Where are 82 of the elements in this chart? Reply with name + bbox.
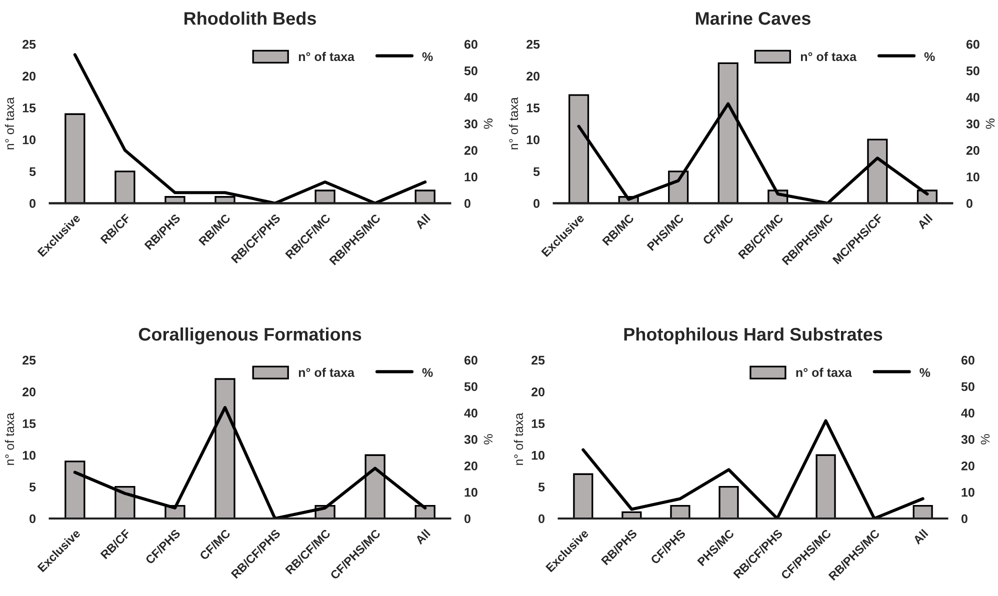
- y2-tick-label: 60: [464, 356, 478, 365]
- legend-label: n° of taxa: [796, 368, 852, 377]
- legend-label: %: [920, 368, 930, 377]
- bar: [718, 486, 739, 519]
- y-tick-label: 0: [30, 199, 36, 208]
- y2-tick-label: 10: [966, 172, 980, 182]
- y-tick-label: 0: [538, 514, 544, 524]
- legend-label: n° of taxa: [298, 368, 355, 377]
- y-tick-label: 25: [532, 356, 545, 365]
- y2-tick-label: 10: [464, 488, 478, 497]
- y-tick-label: 15: [22, 419, 36, 428]
- y2-tick-label: 60: [464, 40, 478, 49]
- y2-tick-label: 10: [464, 172, 478, 182]
- y2-tick-label: 40: [464, 408, 478, 418]
- y2-tick-label: 20: [464, 146, 478, 155]
- chart-title: Rhodolith Beds: [184, 12, 316, 25]
- y2-axis-title: %: [980, 434, 990, 444]
- y-tick-label: 20: [526, 72, 540, 81]
- y2-tick-label: 30: [464, 435, 478, 444]
- y-tick-label: 25: [526, 40, 540, 49]
- y2-tick-label: 50: [464, 382, 478, 392]
- bar: [64, 113, 86, 204]
- y-tick-label: 25: [22, 40, 36, 49]
- y-tick-label: 10: [526, 135, 540, 144]
- legend-label: n° of taxa: [298, 52, 355, 62]
- x-tick-label: All: [916, 214, 933, 230]
- x-tick-label: All: [414, 528, 431, 545]
- y2-tick-label: 40: [464, 92, 478, 102]
- y-axis-title: n° of taxa: [514, 412, 524, 465]
- y-tick-label: 25: [22, 356, 36, 365]
- y2-tick-label: 50: [464, 66, 478, 76]
- y2-tick-label: 40: [961, 408, 974, 418]
- x-tick-label: All: [912, 528, 928, 545]
- legend-label: %: [422, 368, 433, 377]
- y2-tick-label: 30: [961, 435, 974, 444]
- y-axis-title: n° of taxa: [508, 97, 518, 150]
- y-tick-label: 15: [22, 104, 36, 112]
- chart-title: Marine Caves: [696, 12, 810, 25]
- y2-tick-label: 30: [464, 119, 478, 128]
- y2-tick-label: 0: [464, 199, 470, 208]
- y-tick-label: 10: [22, 450, 36, 460]
- y2-axis-title: %: [986, 118, 995, 129]
- bar: [670, 505, 690, 519]
- y-tick-label: 15: [532, 419, 545, 428]
- y-tick-label: 5: [533, 167, 540, 176]
- y-tick-label: 5: [538, 482, 545, 492]
- y2-tick-label: 40: [966, 92, 980, 102]
- y2-tick-label: 30: [966, 119, 980, 128]
- legend-label: %: [422, 52, 433, 62]
- y2-tick-label: 0: [464, 514, 470, 524]
- y-tick-label: 5: [29, 482, 36, 492]
- y2-axis-title: %: [484, 434, 493, 444]
- y-tick-label: 5: [29, 167, 36, 176]
- y2-tick-label: 0: [966, 199, 972, 208]
- y2-tick-label: 10: [962, 488, 974, 497]
- bar: [816, 454, 836, 519]
- legend-label: n° of taxa: [800, 52, 857, 62]
- y-tick-label: 20: [532, 387, 544, 396]
- y-axis-title: n° of taxa: [4, 412, 14, 465]
- chart-title: Coralligenous Formations: [138, 327, 362, 344]
- y-tick-label: 0: [30, 514, 36, 524]
- y2-axis-title: %: [484, 118, 493, 129]
- y2-tick-label: 0: [961, 514, 968, 524]
- y-tick-label: 10: [532, 450, 544, 460]
- y2-tick-label: 50: [961, 382, 974, 392]
- x-tick-label: All: [414, 214, 431, 230]
- y-tick-label: 20: [22, 72, 36, 81]
- y-tick-label: 10: [22, 135, 36, 144]
- y-tick-label: 20: [22, 387, 36, 396]
- chart-title: Photophilous Hard Substrates: [624, 327, 882, 344]
- y2-tick-label: 60: [966, 40, 980, 49]
- y-tick-label: 15: [526, 104, 540, 112]
- y-tick-label: 0: [534, 199, 540, 208]
- y2-tick-label: 20: [464, 461, 478, 470]
- y2-tick-label: 20: [961, 461, 974, 470]
- y2-tick-label: 50: [966, 66, 980, 76]
- legend-label: %: [924, 52, 935, 62]
- y2-tick-label: 60: [961, 356, 974, 365]
- bar: [114, 170, 136, 204]
- y2-tick-label: 20: [966, 146, 980, 155]
- bar: [573, 473, 594, 519]
- y-axis-title: n° of taxa: [4, 97, 14, 150]
